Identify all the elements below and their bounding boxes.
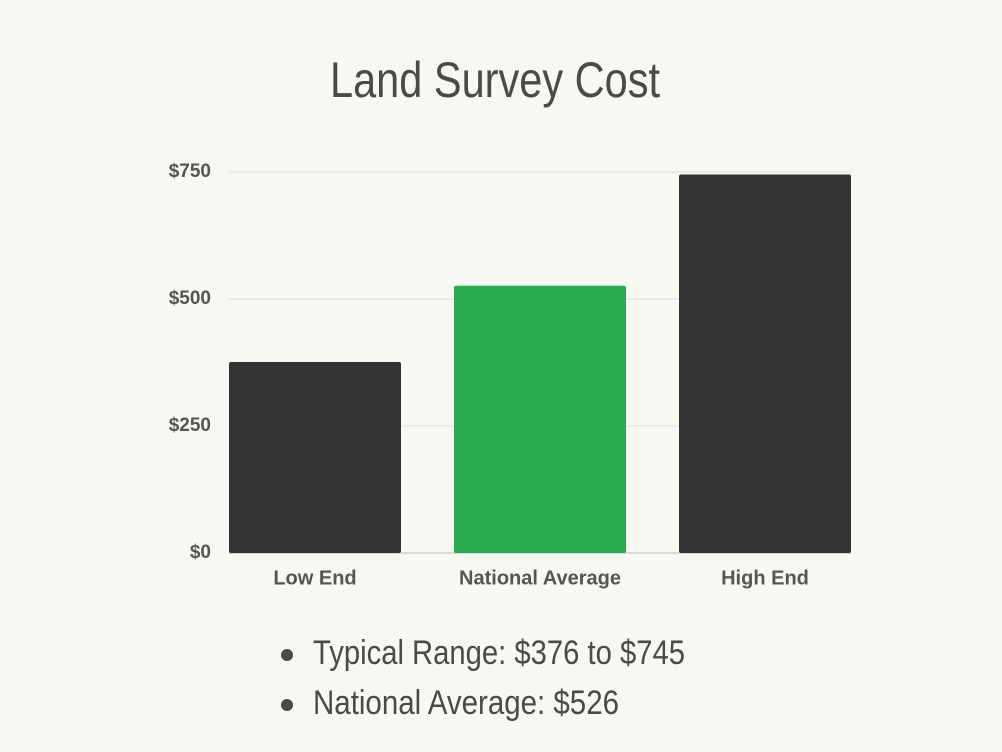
y-tick-label: $500 — [169, 288, 211, 309]
chart-title: Land Survey Cost — [330, 52, 660, 108]
x-tick-label: High End — [721, 567, 809, 589]
note: National Average: $526 — [313, 684, 619, 722]
x-tick-label: National Average — [459, 567, 621, 589]
bullet — [281, 699, 293, 711]
y-tick-label: $750 — [169, 161, 211, 182]
y-tick-label: $250 — [169, 415, 211, 436]
bullet — [281, 649, 293, 661]
note: Typical Range: $376 to $745 — [313, 634, 685, 672]
bar — [229, 361, 401, 553]
bar — [454, 285, 626, 553]
bar — [679, 174, 851, 554]
x-tick-label: Low End — [273, 567, 356, 589]
y-tick-label: $0 — [190, 542, 211, 563]
